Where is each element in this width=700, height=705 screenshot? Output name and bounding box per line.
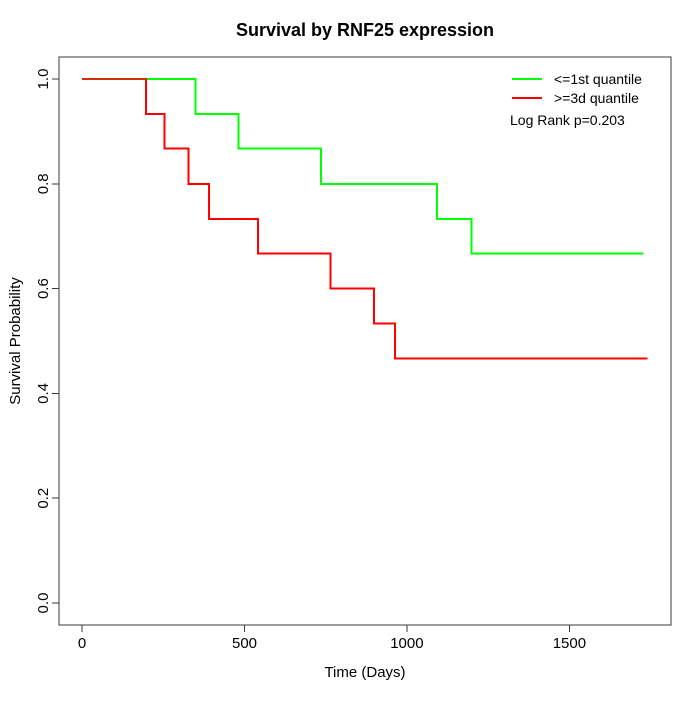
x-axis: 0 500 1000 1500: [78, 625, 586, 652]
curves-layer: [82, 78, 648, 360]
x-axis-label: Time (Days): [324, 664, 405, 681]
y-tick-label: 0.4: [35, 383, 52, 404]
log-rank-annotation: Log Rank p=0.203: [510, 112, 625, 128]
plot-title: Survival by RNF25 expression: [236, 20, 494, 40]
x-tick-label: 1500: [553, 635, 586, 652]
x-tick-label: 500: [232, 635, 257, 652]
survival-curve-high-expression: [82, 78, 648, 360]
x-tick-label: 1000: [390, 635, 423, 652]
y-axis: 0.0 0.2 0.4 0.6 0.8 1.0: [35, 69, 59, 614]
x-tick-label: 0: [78, 635, 86, 652]
legend-label-high-expression: >=3d quantile: [554, 90, 639, 106]
y-tick-label: 1.0: [35, 69, 52, 90]
y-tick-label: 0.8: [35, 173, 52, 194]
survival-curve-low-expression: [82, 78, 644, 255]
legend: <=1st quantile >=3d quantile Log Rank p=…: [510, 71, 642, 128]
y-tick-label: 0.0: [35, 593, 52, 614]
legend-label-low-expression: <=1st quantile: [554, 71, 642, 87]
y-tick-label: 0.6: [35, 278, 52, 299]
y-axis-label: Survival Probability: [7, 277, 24, 405]
y-tick-label: 0.2: [35, 488, 52, 509]
plot-box: [58, 56, 672, 626]
